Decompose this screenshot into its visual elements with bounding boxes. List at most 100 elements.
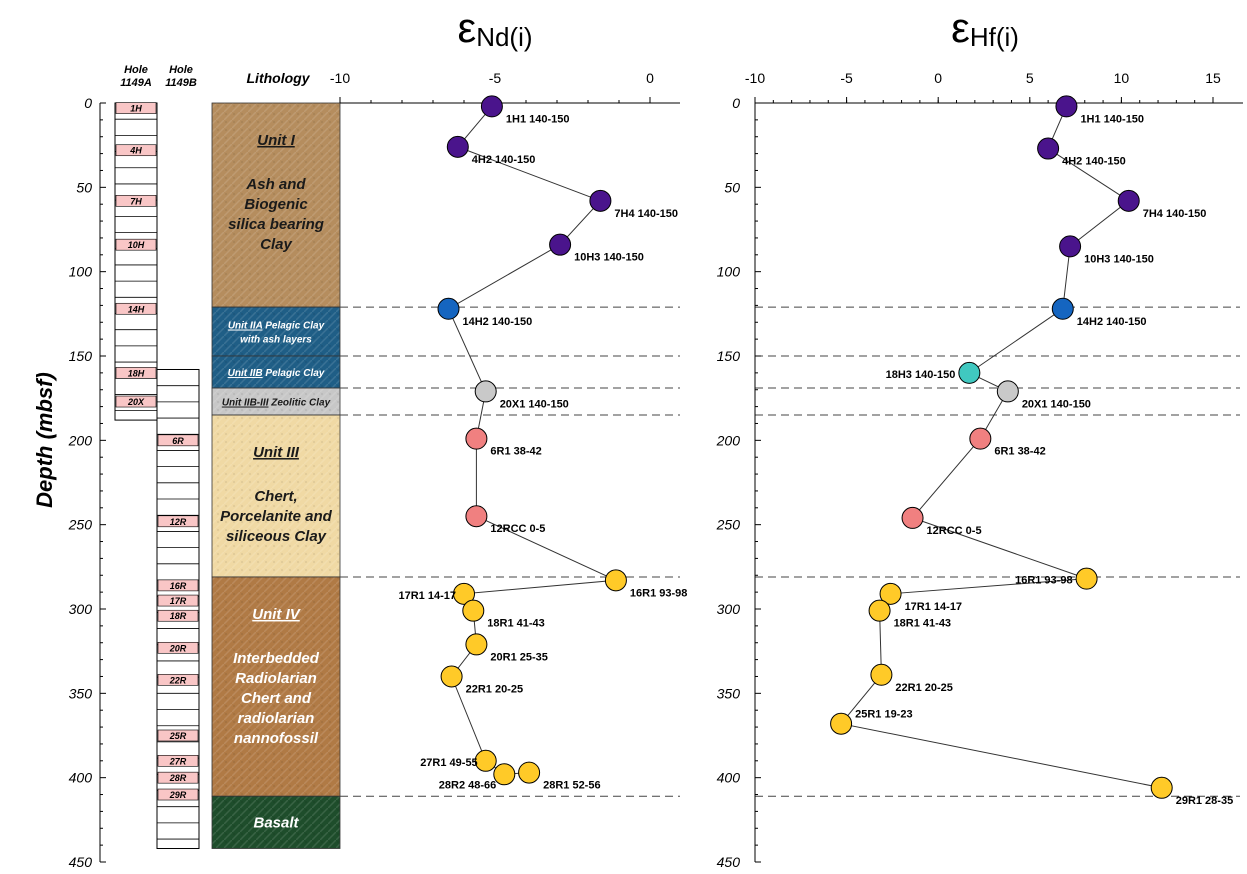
data-label: 18R1 41-43 xyxy=(487,618,545,630)
chart-title: εNd(i) xyxy=(457,4,532,52)
data-label: 7H4 140-150 xyxy=(1143,208,1207,220)
lithology-unit-desc: Chert, xyxy=(254,488,297,505)
core-sample-box xyxy=(157,754,199,767)
data-label: 4H2 140-150 xyxy=(1062,156,1126,168)
lithology-unit-desc: Pelagic Clay xyxy=(262,321,324,332)
data-point xyxy=(870,663,893,686)
data-label: 7H4 140-150 xyxy=(614,208,678,220)
hf-depth-axis-tick-label: 100 xyxy=(717,264,741,280)
unit-boundaries xyxy=(340,306,1240,797)
hole-a-title-line2: 1149A xyxy=(120,77,152,89)
lithology-unit-title: Unit IV xyxy=(252,606,301,623)
data-point xyxy=(996,380,1019,403)
lithology-unit-desc: Clay xyxy=(260,236,292,253)
data-label: 28R1 52-56 xyxy=(543,780,601,792)
hf-depth-axis-tick-label: 150 xyxy=(717,348,741,364)
lithology-unit-texture xyxy=(212,796,340,849)
data-label: 20X1 140-150 xyxy=(1022,398,1091,410)
core-sample-box xyxy=(157,641,199,654)
top-axis-tick-label: -10 xyxy=(745,70,765,86)
core-label: 20X xyxy=(127,397,145,407)
core-sample-box xyxy=(157,729,199,742)
hf-depth-axis-tick-label: 0 xyxy=(732,95,740,111)
hole-b-title-line1: Hole xyxy=(169,64,193,76)
core-label: 20R xyxy=(169,643,187,653)
hole-b-title-line2: 1149B xyxy=(165,77,197,89)
depth-axis: 0 50 100 150 200 250 300 350 400 450 xyxy=(68,95,106,870)
data-point xyxy=(518,761,541,784)
data-label: 6R1 38-42 xyxy=(490,446,541,458)
top-axis-tick-label: 0 xyxy=(934,70,942,86)
depth-axis-tick-label: 150 xyxy=(69,348,93,364)
core-label: 6R xyxy=(172,436,184,446)
lithology-unit-label: Unit IIB Pelagic Clay xyxy=(228,368,325,379)
core-label: 18H xyxy=(128,368,145,378)
lithology-unit-title: Unit IIB-III xyxy=(222,398,269,409)
data-point xyxy=(453,582,475,605)
lithology-unit-label: Unit IIA Pelagic Clay xyxy=(228,321,325,332)
lithology-unit-desc: Basalt xyxy=(253,814,299,831)
depth-axis-tick-label: 200 xyxy=(68,432,93,448)
data-label: 12RCC 0-5 xyxy=(927,525,982,537)
core-label: 14H xyxy=(128,304,145,314)
data-label: 18H3 140-150 xyxy=(886,369,956,381)
depth-axis-tick-label: 400 xyxy=(69,770,93,786)
data-label: 25R1 19-23 xyxy=(855,709,913,721)
lithology-unit-desc: siliceous Clay xyxy=(226,528,327,545)
core-label: 16R xyxy=(170,581,187,591)
core-label: 7H xyxy=(130,196,142,206)
core-label: 25R xyxy=(169,731,187,741)
lithology-unit-desc: radiolarian xyxy=(238,710,315,727)
lithology-unit-title: Unit I xyxy=(257,132,295,149)
core-sample-box xyxy=(115,238,157,251)
lithology-unit-desc: Biogenic xyxy=(244,196,308,213)
data-label: 28R2 48-66 xyxy=(439,779,497,791)
data-point xyxy=(1037,137,1060,160)
lithology-column: Unit I Ash and Biogenic silica bearing Clay U… xyxy=(211,102,341,849)
core-label: 28R xyxy=(169,773,187,783)
hf-depth-axis-tick-label: 450 xyxy=(717,854,741,870)
hf-depth-axis-tick-label: 200 xyxy=(716,432,741,448)
data-point xyxy=(1075,567,1098,590)
data-point xyxy=(589,189,612,212)
hole-a-title-line1: Hole xyxy=(124,64,148,76)
hf-depth-axis-tick-label: 350 xyxy=(717,685,741,701)
hole-outline xyxy=(156,368,200,850)
chart-title-symbol: ε xyxy=(951,4,970,51)
data-point xyxy=(462,599,485,622)
core-label: 27R xyxy=(169,756,187,766)
core-sample-box xyxy=(157,434,199,447)
lithology-unit-texture xyxy=(212,103,340,308)
data-point xyxy=(440,665,463,688)
data-label: 29R1 28-35 xyxy=(1176,795,1234,807)
data-label: 10H3 140-150 xyxy=(1084,253,1154,265)
lithology-unit-texture xyxy=(212,388,340,416)
core-sample-box xyxy=(157,771,199,784)
lithology-unit-desc: Zeolitic Clay xyxy=(268,398,330,409)
data-label: 18R1 41-43 xyxy=(894,618,952,630)
data-label: 4H2 140-150 xyxy=(472,154,536,166)
core-sample-box xyxy=(157,579,199,592)
data-point xyxy=(901,506,924,529)
data-point xyxy=(1117,189,1140,212)
data-label: 14H2 140-150 xyxy=(1077,316,1147,328)
data-label: 6R1 38-42 xyxy=(994,446,1045,458)
lithology-unit-desc: silica bearing xyxy=(228,216,324,233)
data-label: 27R1 49-55 xyxy=(420,757,478,769)
top-axis-tick-label: 0 xyxy=(646,70,654,86)
depth-axis-tick-label: 0 xyxy=(84,95,92,111)
data-label: 17R1 14-17 xyxy=(905,601,963,613)
core-label: 10H xyxy=(128,240,145,250)
data-label: 22R1 20-25 xyxy=(895,682,953,694)
data-point xyxy=(474,380,497,403)
lithology-unit-desc: nannofossil xyxy=(234,730,319,747)
hole-1149a-column: 1H 4H 7H 10H 14H 18H 20X xyxy=(114,102,158,421)
depth-axis-tick-label: 100 xyxy=(69,264,93,280)
core-label: 4H xyxy=(129,146,142,156)
data-point xyxy=(446,135,469,158)
lithology-unit-desc: Chert and xyxy=(241,690,312,707)
data-point xyxy=(474,749,497,772)
nd-chart: εNd(i) -10 -5 0 1H1 140-150 4H2 140-150 7H4 14… xyxy=(330,4,688,792)
top-axis-tick-label: 15 xyxy=(1205,70,1221,86)
